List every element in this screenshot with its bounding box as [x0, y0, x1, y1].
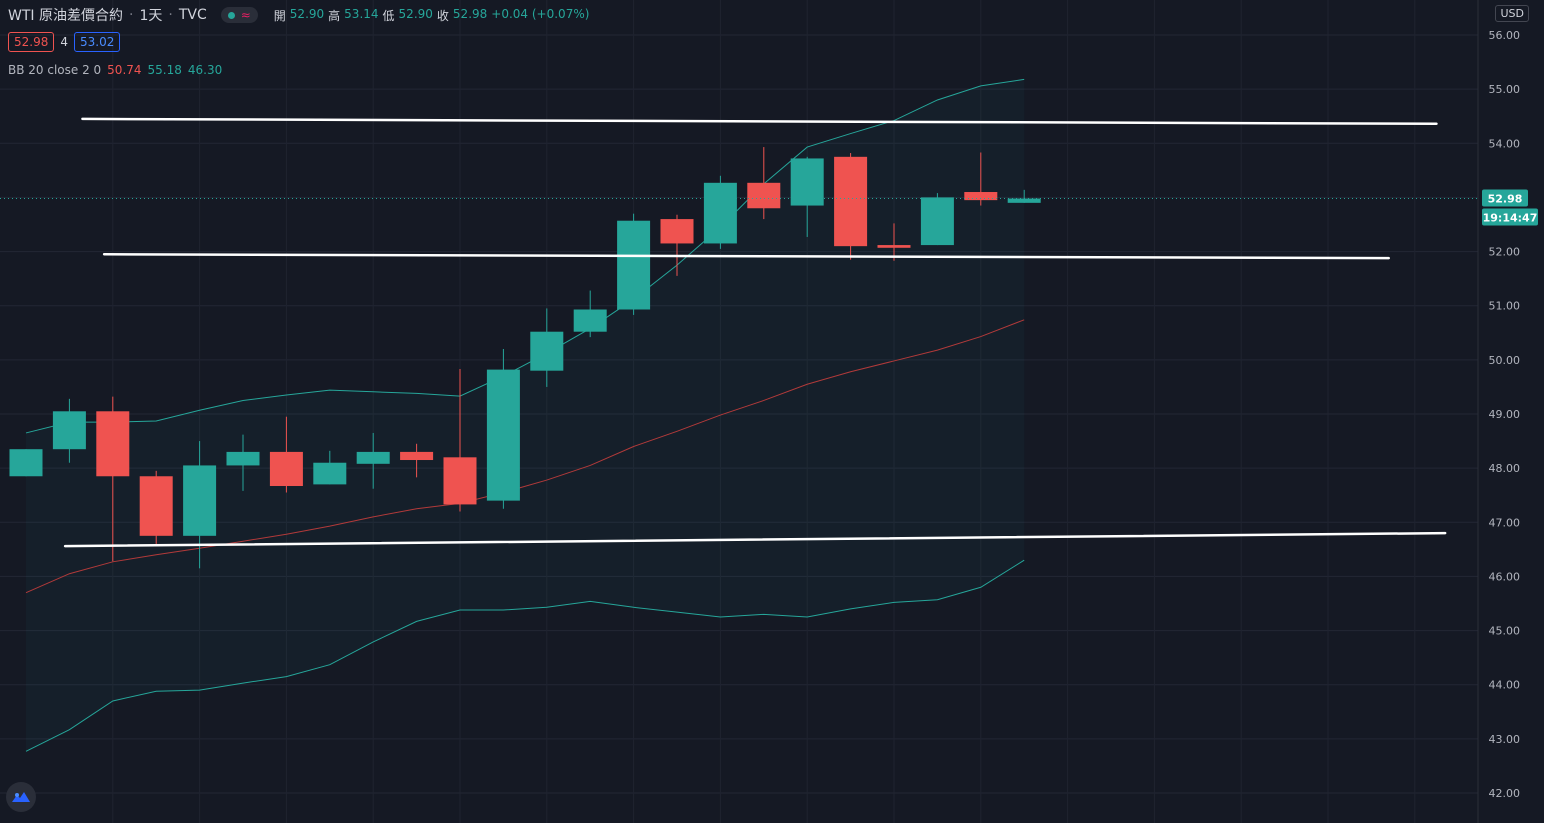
- spread: 4: [60, 35, 68, 49]
- candle-body: [703, 182, 737, 244]
- indicator-label[interactable]: BB 20 close 2 0: [8, 63, 102, 77]
- bb-middle-line: [25, 319, 1025, 594]
- price-tick-label: 46.00: [1489, 570, 1521, 583]
- candle-body: [964, 192, 998, 201]
- price-tick-label: 43.00: [1489, 733, 1521, 746]
- candle-body: [530, 331, 564, 371]
- price-tick-label: 44.00: [1489, 679, 1521, 692]
- trendline: [81, 117, 1438, 126]
- candle-body: [443, 457, 477, 505]
- close-value: 52.98: [452, 6, 488, 21]
- source: TVC: [178, 7, 207, 23]
- candle-body: [400, 451, 434, 461]
- indicator-legend[interactable]: BB 20 close 2 0 50.74 55.18 46.30: [8, 63, 222, 77]
- price-tick-label: 51.00: [1489, 300, 1521, 313]
- grid: [0, 0, 1478, 823]
- trendline: [63, 531, 1447, 548]
- candle-body: [573, 309, 607, 332]
- price-tick-label: 49.00: [1489, 408, 1521, 421]
- candle-body: [747, 182, 781, 209]
- price-axis: 56.0055.0054.0053.0052.0051.0050.0049.00…: [1477, 0, 1544, 823]
- candle-body: [356, 451, 390, 464]
- interval[interactable]: 1天: [139, 8, 163, 24]
- trendlines: [0, 117, 1478, 548]
- high-value: 53.14: [344, 6, 379, 21]
- high-label: 高: [328, 8, 341, 23]
- price-tick-label: 52.00: [1489, 246, 1521, 259]
- low-label: 低: [382, 8, 395, 23]
- symbol-name[interactable]: WTI 原油差價合約: [8, 8, 123, 24]
- currency-button[interactable]: USD: [1495, 5, 1529, 22]
- price-tag-box: [1482, 189, 1528, 207]
- tradingview-logo-icon[interactable]: [6, 782, 36, 812]
- open-label: 開: [273, 8, 286, 23]
- candle-body: [269, 451, 303, 487]
- candle-body: [9, 449, 43, 477]
- countdown-box: [1482, 208, 1538, 226]
- candle-body: [617, 220, 651, 310]
- price-tag: 52.98 19:14:47: [1482, 189, 1538, 226]
- price-tick-label: 47.00: [1489, 516, 1521, 529]
- price-tick-label: 42.00: [1489, 787, 1521, 800]
- price-tick-label: 45.00: [1489, 625, 1521, 638]
- bb-lower-value: 46.30: [187, 63, 223, 77]
- bb-middle-value: 50.74: [107, 63, 142, 77]
- separator: ·: [168, 7, 173, 23]
- price-tick-label: 48.00: [1489, 462, 1521, 475]
- price-tag-value: 52.98: [1488, 193, 1523, 206]
- separator: ·: [128, 7, 134, 23]
- candle-body: [486, 369, 520, 501]
- buy-button[interactable]: 53.02: [74, 32, 121, 52]
- market-status-pill[interactable]: ≈: [220, 7, 258, 23]
- candle-body: [877, 245, 911, 248]
- candle-body: [1007, 198, 1041, 203]
- sell-button[interactable]: 52.98: [8, 32, 55, 52]
- candles: [9, 147, 1041, 569]
- close-label: 收: [436, 8, 449, 23]
- candle-body: [96, 411, 130, 477]
- bollinger-lines: [25, 78, 1025, 752]
- candle-body: [183, 465, 217, 536]
- countdown-value: 19:14:47: [1483, 212, 1538, 225]
- bollinger-band-area: [26, 79, 1025, 752]
- low-value: 52.90: [398, 6, 433, 21]
- bb-lower-line: [25, 559, 1025, 752]
- bb-upper-value: 55.18: [147, 63, 182, 77]
- price-tick-label: 56.00: [1489, 29, 1521, 42]
- trade-row: 52.98 4 53.02: [8, 32, 121, 52]
- candle-body: [790, 158, 824, 206]
- ohlc-values: 開 52.90 高 53.14 低 52.90 收 52.98 +0.04 (+0.07…: [274, 7, 590, 24]
- candle-body: [139, 476, 173, 536]
- bb-upper-line: [25, 78, 1025, 434]
- candle-body: [920, 197, 954, 246]
- candle-body: [313, 462, 347, 485]
- price-tick-label: 55.00: [1489, 83, 1521, 96]
- candle-body: [52, 411, 86, 450]
- change-value: +0.04 (+0.07%): [491, 6, 590, 21]
- trendline: [102, 253, 1391, 260]
- open-value: 52.90: [289, 6, 325, 21]
- candle-body: [834, 156, 868, 247]
- live-dot-icon: [227, 11, 235, 19]
- price-tick-label: 54.00: [1489, 137, 1521, 150]
- wave-icon: ≈: [240, 8, 251, 22]
- bollinger-band-fill: [26, 79, 1025, 752]
- candle-body: [226, 451, 260, 466]
- price-tick-label: 50.00: [1489, 354, 1521, 367]
- axis-background: [1478, 0, 1544, 823]
- candle-body: [660, 219, 694, 244]
